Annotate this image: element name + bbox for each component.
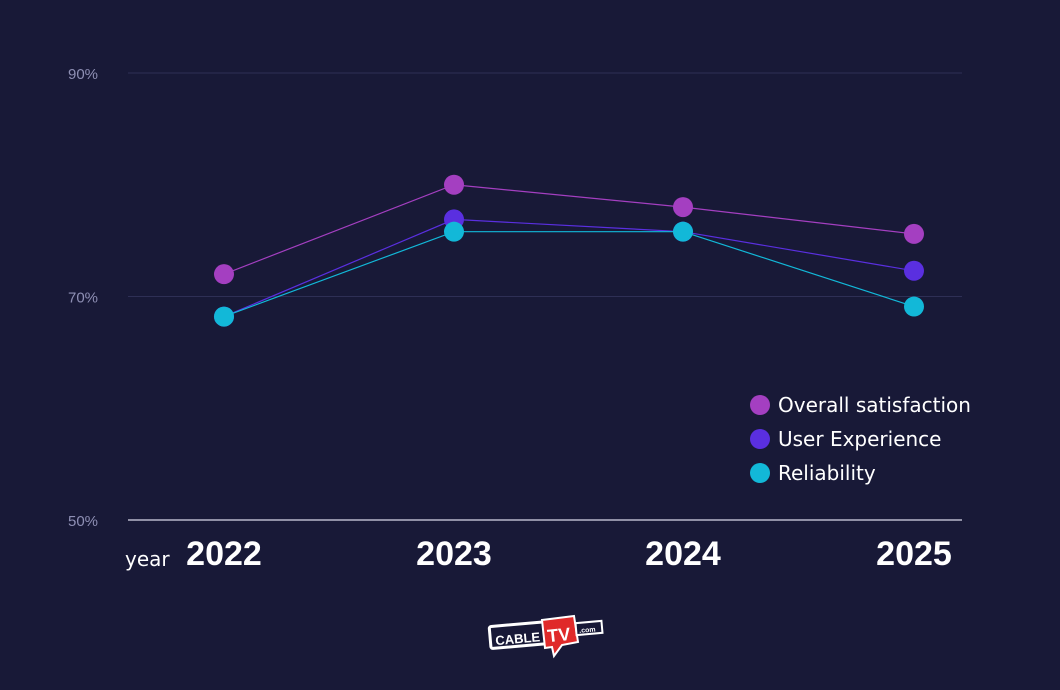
- legend-marker: [750, 395, 770, 415]
- svg-text:.com: .com: [579, 626, 596, 634]
- gridlines: [128, 72, 962, 297]
- legend-label: User Experience: [778, 427, 941, 451]
- x-tick-label: 2022: [186, 535, 262, 573]
- legend-marker: [750, 463, 770, 483]
- legend-item: Overall satisfaction: [750, 393, 971, 417]
- data-point: [444, 174, 464, 195]
- x-tick-label: 2025: [876, 535, 952, 573]
- y-tick-label: 90%: [68, 66, 98, 83]
- series-user-experience: [214, 209, 924, 327]
- legend-label: Overall satisfaction: [778, 393, 971, 417]
- legend-item: Reliability: [750, 461, 876, 485]
- series-group: [214, 174, 924, 327]
- x-tick-label: 2024: [645, 535, 721, 573]
- x-tick-label: 2023: [416, 535, 492, 573]
- svg-text:TV: TV: [546, 624, 571, 646]
- series-line: [223, 231, 915, 318]
- data-point: [904, 260, 924, 281]
- y-tick-label: 50%: [68, 513, 98, 530]
- y-axis-ticks: 50% 70% 90%: [68, 66, 98, 530]
- data-point: [214, 264, 234, 285]
- y-tick-label: 70%: [68, 290, 98, 307]
- x-axis-ticks: 2022 2023 2024 2025: [186, 535, 952, 573]
- svg-text:CABLE: CABLE: [495, 629, 541, 648]
- series-reliability: [214, 221, 924, 327]
- cabletv-logo: CABLE TV .com: [487, 614, 604, 659]
- legend: Overall satisfaction User Experience Relia…: [750, 393, 971, 485]
- series-overall-satisfaction: [214, 174, 924, 285]
- data-point: [673, 221, 693, 242]
- data-point: [444, 221, 464, 242]
- legend-item: User Experience: [750, 427, 941, 451]
- series-line: [223, 184, 915, 275]
- data-point: [673, 197, 693, 218]
- data-point: [904, 223, 924, 244]
- legend-marker: [750, 429, 770, 449]
- data-point: [214, 306, 234, 327]
- legend-label: Reliability: [778, 461, 876, 485]
- data-point: [904, 296, 924, 317]
- x-axis-label: year: [125, 547, 170, 571]
- series-line: [223, 218, 915, 318]
